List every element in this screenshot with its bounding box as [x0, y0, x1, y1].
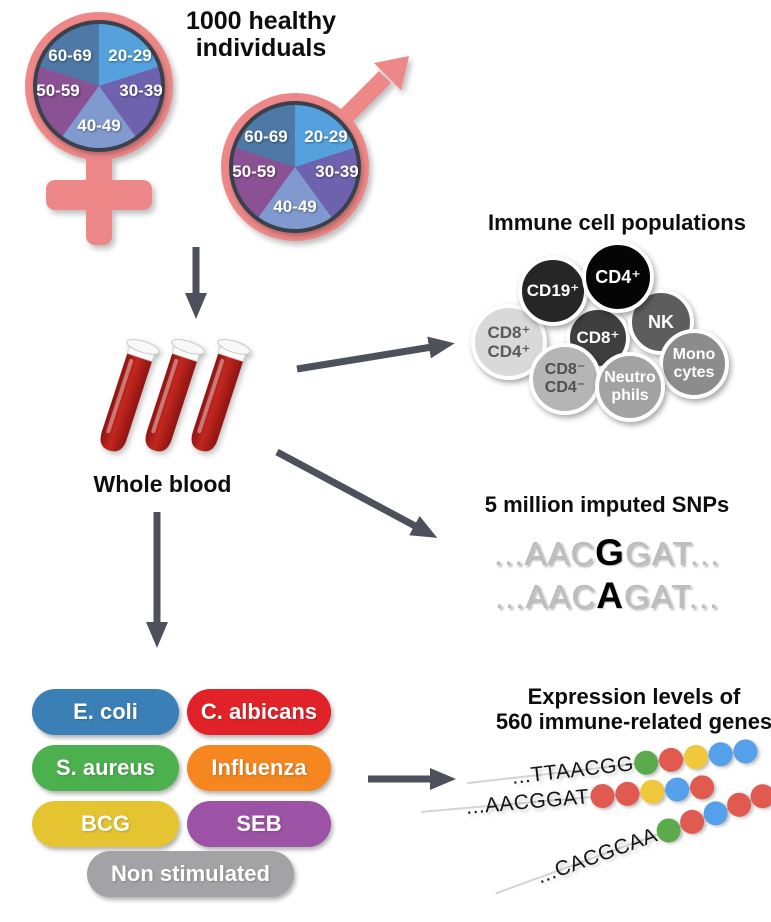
expression-dot	[614, 780, 641, 807]
blood-tube-icon	[191, 338, 251, 452]
stimulus-pill-seb: SEB	[187, 801, 331, 847]
age-label: 60-69	[48, 46, 92, 65]
snp-variant-letter: G	[595, 532, 625, 573]
expression-dot	[638, 778, 665, 805]
immune-cell-cd19pos: CD19⁺	[518, 256, 588, 326]
expression-dot	[682, 743, 710, 771]
expression-title: Expression levels of 560 immune-related …	[495, 684, 771, 734]
snp-seq-post: GAT...	[624, 535, 721, 572]
stimulus-pill-influenza: Influenza	[187, 745, 331, 791]
page-title: 1000 healthy individuals	[185, 7, 337, 62]
age-label: 60-69	[244, 127, 288, 146]
stimulus-pill-bcg: BCG	[32, 801, 179, 847]
snp-variant-letter: A	[596, 575, 624, 616]
expression-dot	[633, 749, 660, 776]
female-symbol-icon	[25, 12, 173, 245]
stimulus-pill-non-stimulated: Non stimulated	[87, 851, 294, 897]
age-label: 40-49	[77, 116, 121, 135]
male-symbol-icon	[221, 56, 409, 241]
stimulus-pill-saureus: S. aureus	[32, 745, 179, 791]
snp-sequence-1: ...AACGGAT...	[447, 532, 767, 574]
blood-tube-icon	[145, 338, 205, 452]
snp-title: 5 million imputed SNPs	[484, 492, 730, 517]
gene-sequence: ...AACGGAT	[464, 785, 591, 819]
whole-blood-label: Whole blood	[93, 471, 232, 497]
stimulus-pill-ecoli: E. coli	[32, 689, 179, 735]
gene-sequence: ...CACGCAA	[533, 823, 661, 889]
snp-sequence-2: ...AACAGAT...	[447, 575, 767, 617]
expression-dot	[589, 783, 616, 810]
expression-dot	[658, 746, 685, 774]
blood-tubes	[100, 338, 251, 452]
age-label: 50-59	[36, 81, 80, 100]
female-age-pie: 60-69 20-29 50-59 30-39 40-49	[33, 20, 165, 152]
age-label: 20-29	[108, 46, 152, 65]
age-label: 40-49	[273, 197, 317, 216]
male-age-pie: 60-69 20-29 50-59 30-39 40-49	[229, 101, 361, 233]
immune-cell-cd8neg-cd4neg: CD8⁻ CD4⁻	[529, 343, 601, 415]
expression-dot	[688, 774, 715, 801]
immune-cell-cd4pos: CD4⁺	[582, 241, 654, 313]
arrow-blood-to-snps-icon	[275, 448, 438, 538]
stimulus-pill-calbicans: C. albicans	[187, 689, 331, 735]
immune-cell-monocytes: Mono cytes	[659, 329, 729, 399]
expression-dot	[707, 740, 735, 768]
age-label: 30-39	[119, 81, 163, 100]
immune-cell-neutrophils: Neutro phils	[595, 352, 665, 422]
snp-seq-post: GAT...	[623, 578, 720, 615]
immune-cells-title: Immune cell populations	[488, 210, 746, 235]
arrow-blood-to-immune-cells-icon	[296, 336, 455, 373]
age-label: 20-29	[304, 127, 348, 146]
snp-seq-pre: ...AAC	[494, 578, 597, 615]
age-label: 50-59	[232, 162, 276, 181]
expression-dot	[663, 776, 690, 803]
gender-symbols	[25, 12, 409, 245]
age-label: 30-39	[315, 162, 359, 181]
expression-dot	[732, 738, 760, 765]
blood-tube-icon	[100, 338, 160, 452]
snp-seq-pre: ...AAC	[493, 535, 596, 572]
